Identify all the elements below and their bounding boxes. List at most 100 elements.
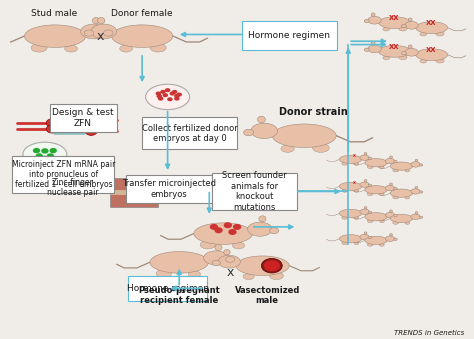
Circle shape [85, 127, 97, 135]
Ellipse shape [419, 191, 423, 193]
Circle shape [165, 88, 170, 92]
Ellipse shape [212, 260, 220, 266]
Ellipse shape [243, 274, 254, 280]
Ellipse shape [97, 18, 105, 24]
Ellipse shape [342, 162, 347, 165]
Ellipse shape [383, 56, 390, 60]
Text: ✕: ✕ [89, 117, 94, 122]
Ellipse shape [111, 25, 173, 47]
Ellipse shape [367, 243, 373, 246]
Ellipse shape [380, 244, 384, 246]
Ellipse shape [364, 153, 367, 155]
Text: Hormone regimen: Hormone regimen [127, 284, 209, 293]
Text: Screen founder
animals for
knockout
mutations: Screen founder animals for knockout muta… [222, 171, 287, 212]
Ellipse shape [194, 223, 253, 244]
Ellipse shape [380, 220, 384, 223]
Ellipse shape [365, 19, 369, 23]
Ellipse shape [364, 232, 367, 234]
FancyBboxPatch shape [126, 175, 211, 203]
Text: Pseudo-pregnant
recipient female: Pseudo-pregnant recipient female [138, 286, 220, 305]
Ellipse shape [270, 272, 283, 280]
Ellipse shape [379, 17, 410, 28]
Ellipse shape [339, 209, 362, 218]
Ellipse shape [436, 59, 444, 63]
Ellipse shape [272, 124, 336, 147]
Ellipse shape [354, 163, 359, 165]
Text: TRENDS in Genetics: TRENDS in Genetics [394, 330, 464, 336]
Ellipse shape [390, 189, 413, 197]
FancyBboxPatch shape [109, 178, 158, 207]
Ellipse shape [416, 22, 447, 34]
Ellipse shape [339, 235, 362, 243]
Ellipse shape [224, 250, 230, 255]
Circle shape [49, 148, 57, 153]
Ellipse shape [390, 210, 392, 212]
Circle shape [85, 115, 97, 124]
Ellipse shape [405, 170, 410, 172]
Circle shape [167, 97, 173, 101]
Ellipse shape [394, 238, 397, 240]
Ellipse shape [415, 159, 418, 162]
Text: Stud male: Stud male [31, 9, 77, 18]
Ellipse shape [354, 190, 359, 192]
Text: x: x [97, 29, 104, 43]
Ellipse shape [393, 169, 399, 172]
Circle shape [172, 90, 177, 94]
Ellipse shape [394, 215, 397, 217]
Ellipse shape [385, 158, 395, 164]
Ellipse shape [259, 216, 266, 222]
Circle shape [176, 93, 182, 97]
Ellipse shape [416, 49, 447, 61]
Ellipse shape [23, 142, 67, 166]
Ellipse shape [399, 55, 407, 60]
Ellipse shape [393, 196, 399, 199]
Circle shape [158, 97, 164, 101]
Ellipse shape [367, 219, 373, 223]
Text: Zinc-finger
nuclease pair: Zinc-finger nuclease pair [47, 178, 99, 197]
Text: ✕: ✕ [49, 120, 55, 125]
Ellipse shape [360, 182, 369, 187]
Circle shape [156, 94, 162, 98]
Ellipse shape [394, 160, 397, 163]
Ellipse shape [360, 209, 369, 214]
Ellipse shape [385, 212, 395, 218]
Ellipse shape [420, 32, 427, 36]
Circle shape [41, 148, 48, 154]
Text: Transfer microinjected
embryos: Transfer microinjected embryos [122, 179, 216, 199]
Ellipse shape [368, 45, 381, 53]
Circle shape [41, 156, 48, 161]
Ellipse shape [201, 241, 216, 249]
Ellipse shape [380, 166, 384, 168]
Ellipse shape [371, 42, 375, 45]
Ellipse shape [354, 217, 359, 219]
Text: Vasectomized
male: Vasectomized male [235, 286, 300, 305]
Ellipse shape [365, 48, 369, 51]
Ellipse shape [150, 43, 166, 52]
Text: Design & test
ZFN: Design & test ZFN [52, 108, 114, 128]
Text: XX: XX [427, 47, 437, 53]
Text: ✕: ✕ [49, 126, 55, 132]
Circle shape [210, 224, 218, 230]
Ellipse shape [368, 184, 372, 186]
Circle shape [163, 93, 168, 97]
Ellipse shape [405, 21, 418, 29]
Ellipse shape [367, 193, 373, 196]
Ellipse shape [390, 156, 392, 158]
Ellipse shape [360, 234, 369, 240]
Ellipse shape [411, 214, 420, 219]
Circle shape [155, 92, 161, 96]
Text: Donor female: Donor female [111, 9, 173, 18]
Ellipse shape [264, 260, 280, 271]
Ellipse shape [251, 123, 278, 139]
Text: Microinject ZFN mRNA pair
into pronucleus of
fertilized 1 - cell embryos: Microinject ZFN mRNA pair into pronucleu… [12, 160, 115, 190]
Ellipse shape [25, 25, 86, 47]
Ellipse shape [156, 270, 172, 278]
Ellipse shape [401, 24, 406, 28]
Ellipse shape [339, 155, 362, 163]
Ellipse shape [84, 30, 94, 36]
Ellipse shape [232, 242, 245, 249]
Ellipse shape [385, 185, 395, 191]
Ellipse shape [339, 182, 362, 191]
Ellipse shape [64, 45, 77, 52]
Ellipse shape [150, 252, 209, 273]
